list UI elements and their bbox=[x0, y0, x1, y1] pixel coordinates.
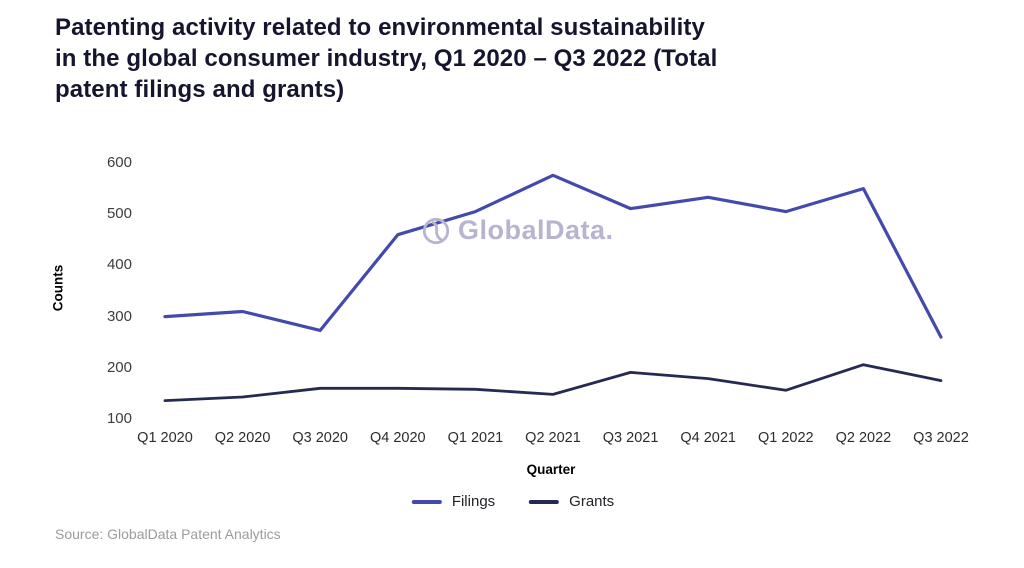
legend: Filings Grants bbox=[411, 493, 614, 510]
grants-line bbox=[163, 363, 943, 403]
x-axis-tick: Q2 2021 bbox=[525, 430, 581, 446]
x-axis-tick: Q3 2022 bbox=[913, 430, 969, 446]
filings-line-swatch bbox=[411, 499, 442, 504]
legend-label-filings: Filings bbox=[451, 493, 496, 510]
x-axis-tick: Q2 2022 bbox=[835, 430, 892, 446]
y-axis-tick: 100 bbox=[106, 410, 132, 427]
x-axis-tick: Q1 2020 bbox=[137, 430, 193, 446]
filings-line bbox=[163, 173, 943, 339]
y-axis-tick: 300 bbox=[106, 307, 132, 325]
y-axis-tick: 200 bbox=[106, 358, 132, 376]
source-note: Source: GlobalData Patent Analytics bbox=[55, 526, 281, 542]
grants-line-swatch bbox=[529, 499, 560, 504]
legend-label-grants: Grants bbox=[569, 493, 615, 510]
y-axis-tick: 400 bbox=[106, 256, 132, 274]
x-axis-tick: Q4 2021 bbox=[680, 430, 737, 446]
legend-item-filings: Filings bbox=[411, 493, 496, 510]
x-axis-tick: Q3 2020 bbox=[292, 430, 349, 446]
x-axis-tick: Q2 2020 bbox=[214, 430, 271, 446]
x-axis-title: Quarter bbox=[526, 462, 576, 477]
x-axis-tick: Q1 2022 bbox=[757, 430, 814, 446]
x-axis-tick: Q3 2021 bbox=[602, 430, 659, 446]
legend-item-grants: Grants bbox=[529, 493, 614, 510]
page-title: Patenting activity related to environmen… bbox=[55, 14, 718, 103]
y-axis-tick: 600 bbox=[106, 154, 132, 171]
y-axis-title: Counts bbox=[50, 264, 66, 312]
x-axis-tick: Q1 2021 bbox=[447, 430, 504, 446]
x-axis-tick: Q4 2020 bbox=[369, 430, 426, 446]
y-axis-tick: 500 bbox=[106, 205, 132, 223]
